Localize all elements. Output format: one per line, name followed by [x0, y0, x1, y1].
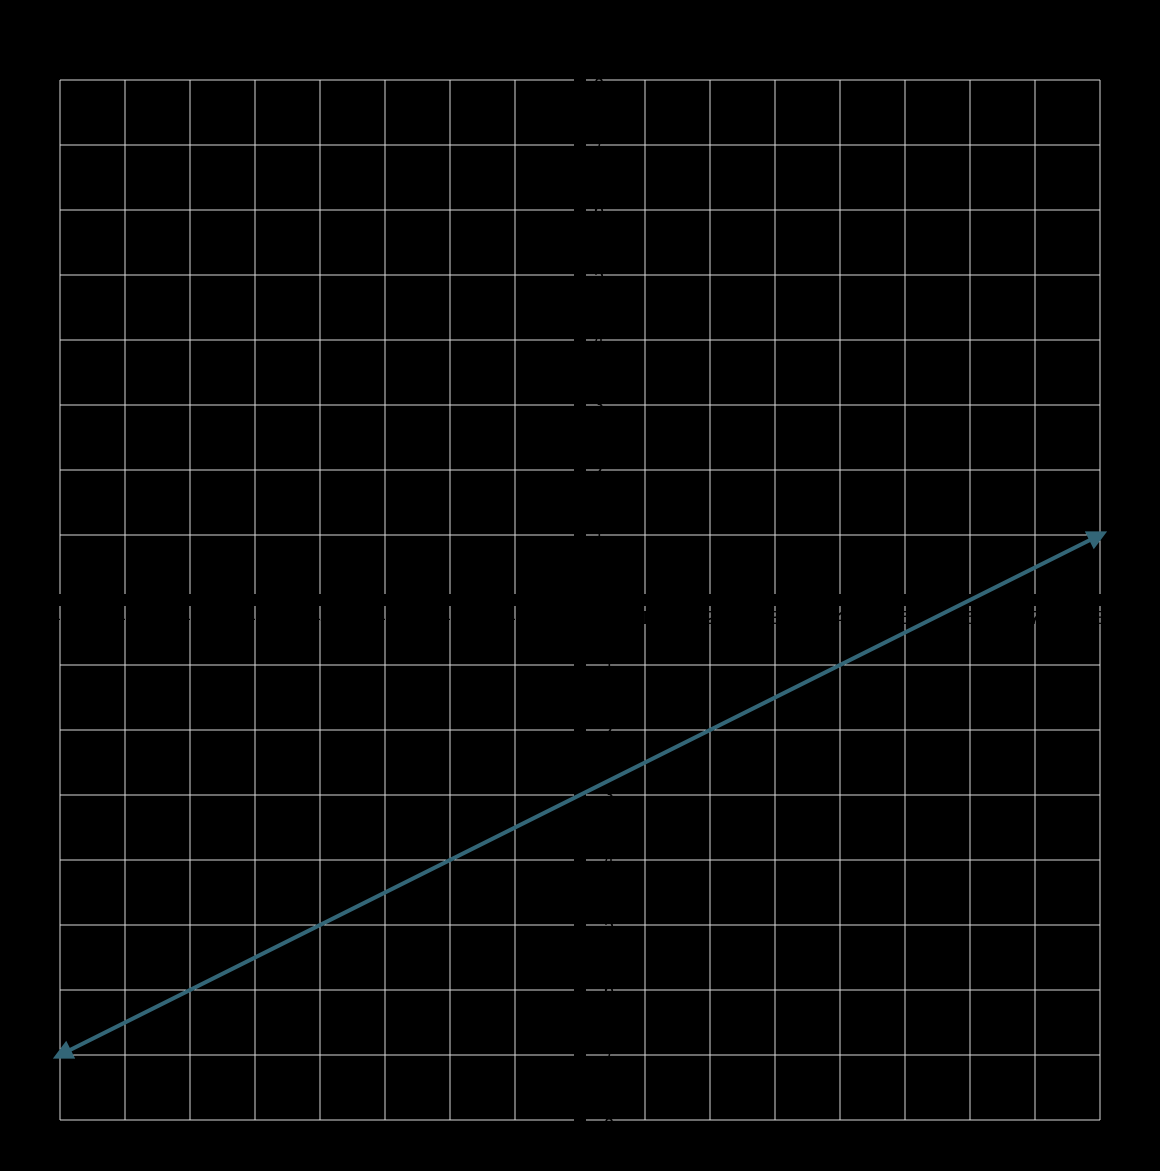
y-axis-label: y [570, 45, 581, 67]
x-tick-label: 6 [965, 608, 975, 628]
y-tick-label: –6 [594, 980, 614, 1000]
x-tick-label: 2 [705, 608, 715, 628]
x-tick-label: 1 [640, 608, 650, 628]
y-tick-label: –7 [594, 1045, 614, 1065]
y-tick-label: –2 [594, 720, 614, 740]
x-tick-label: –2 [440, 608, 460, 628]
y-tick-label: 8 [594, 70, 604, 90]
x-tick-label: –8 [50, 608, 70, 628]
chart-container: –8–7–6–5–4–3–2–112345678–8–7–6–5–4–3–2–1… [0, 0, 1160, 1171]
x-axis-label: x [1127, 589, 1137, 611]
y-tick-label: –8 [594, 1110, 614, 1130]
x-tick-label: 7 [1030, 608, 1040, 628]
x-tick-label: 3 [770, 608, 780, 628]
x-tick-label: 8 [1095, 608, 1105, 628]
y-tick-label: 5 [594, 265, 604, 285]
y-tick-label: 6 [594, 200, 604, 220]
x-tick-label: –1 [505, 608, 525, 628]
y-tick-label: 4 [594, 330, 604, 350]
y-tick-label: 3 [594, 395, 604, 415]
y-tick-label: –4 [594, 850, 614, 870]
x-tick-label: –7 [115, 608, 135, 628]
x-tick-label: –4 [310, 608, 330, 628]
y-tick-label: 1 [594, 525, 604, 545]
x-tick-label: 5 [900, 608, 910, 628]
x-tick-label: 4 [835, 608, 845, 628]
x-tick-label: –3 [375, 608, 395, 628]
y-tick-label: –1 [594, 655, 614, 675]
x-tick-label: –6 [180, 608, 200, 628]
coordinate-plane-chart: –8–7–6–5–4–3–2–112345678–8–7–6–5–4–3–2–1… [0, 0, 1160, 1171]
y-tick-label: 7 [594, 135, 604, 155]
y-tick-label: 2 [594, 460, 604, 480]
y-tick-label: –5 [594, 915, 614, 935]
x-tick-label: –5 [245, 608, 265, 628]
